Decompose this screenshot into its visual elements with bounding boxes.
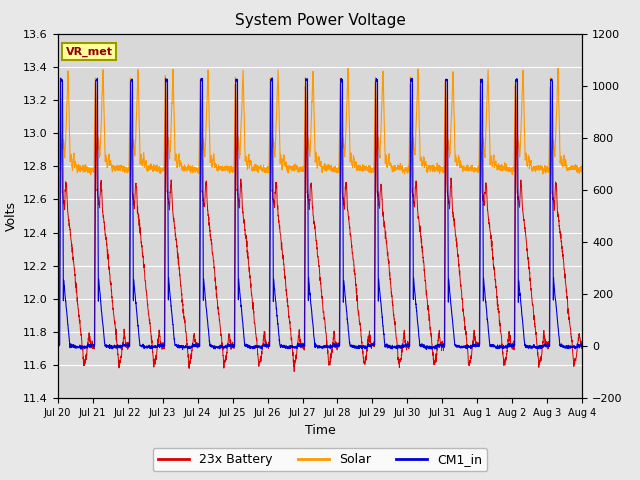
- 23x Battery: [568, 348, 576, 353]
- 23x Battery: [278, 240, 285, 246]
- 23x Battery: [255, 363, 263, 369]
- Solar: [554, 65, 562, 71]
- X-axis label: Time: Time: [305, 424, 335, 437]
- Solar: [145, 168, 152, 173]
- Solar: [568, 167, 576, 172]
- CM1_in: [268, 75, 276, 81]
- Line: Solar: Solar: [58, 68, 582, 175]
- Solar: [579, 166, 586, 171]
- 23x Battery: [579, 344, 586, 350]
- CM1_in: [568, 344, 576, 349]
- 23x Battery: [145, 311, 152, 317]
- Legend: 23x Battery, Solar, CM1_in: 23x Battery, Solar, CM1_in: [153, 448, 487, 471]
- CM1_in: [278, 342, 285, 348]
- CM1_in: [579, 342, 586, 348]
- 23x Battery: [291, 369, 298, 374]
- Text: VR_met: VR_met: [65, 47, 113, 57]
- Solar: [255, 166, 263, 171]
- CM1_in: [145, 343, 152, 349]
- Title: System Power Voltage: System Power Voltage: [235, 13, 405, 28]
- Solar: [114, 167, 122, 173]
- Y-axis label: Volts: Volts: [4, 201, 17, 231]
- Solar: [54, 168, 61, 173]
- CM1_in: [54, 343, 61, 348]
- 23x Battery: [114, 343, 122, 348]
- CM1_in: [512, 78, 520, 84]
- Solar: [87, 172, 95, 178]
- Solar: [278, 161, 285, 167]
- CM1_in: [255, 343, 262, 349]
- CM1_in: [422, 347, 430, 352]
- Line: 23x Battery: 23x Battery: [58, 78, 582, 372]
- 23x Battery: [512, 110, 520, 116]
- Line: CM1_in: CM1_in: [58, 78, 582, 349]
- Solar: [512, 87, 520, 93]
- CM1_in: [114, 344, 122, 349]
- 23x Battery: [161, 75, 169, 81]
- 23x Battery: [54, 339, 61, 345]
